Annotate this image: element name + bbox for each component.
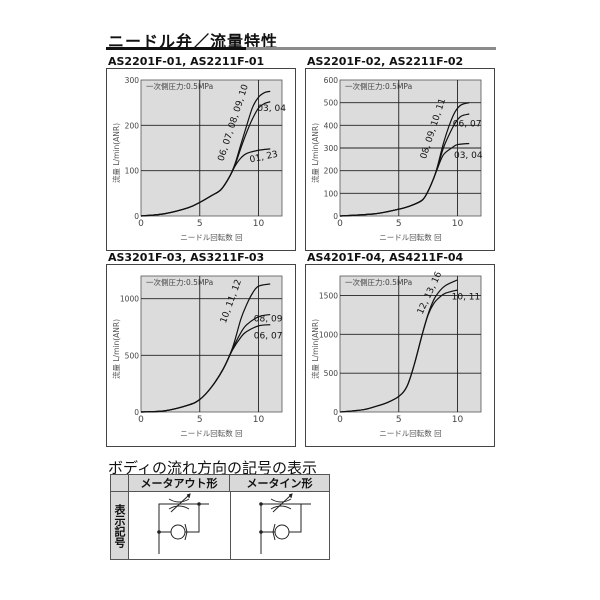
chart-title: AS3201F-03, AS3211F-03 xyxy=(108,251,265,264)
series-label: 06, 07 xyxy=(254,331,283,341)
series-line xyxy=(140,283,271,413)
pressure-annotation: 一次側圧力:0.5MPa xyxy=(146,277,213,287)
series-label: 08, 09 xyxy=(254,314,283,324)
y-tick-label: 400 xyxy=(324,121,339,130)
column-header-meter-in: メータイン形 xyxy=(230,475,329,492)
series-label: 06, 07 xyxy=(453,119,482,129)
y-tick-label: 200 xyxy=(125,121,140,130)
y-tick-label: 0 xyxy=(333,408,338,417)
row-label: 表示記号 xyxy=(111,492,129,559)
column-header-meter-out: メータアウト形 xyxy=(129,475,230,492)
chart-as2201f-02: 0 5 10 0 100 200 300 400 500 600 ニードル回転数 回流量 L/min… xyxy=(305,68,495,258)
chart-as2201f-01: 0 5 10 0 100 200 300 ニードル回転数 回流量 L/min(ANR) 一次側圧… xyxy=(106,68,296,258)
y-tick-label: 200 xyxy=(324,167,339,176)
x-tick-label: 10 xyxy=(253,415,265,425)
x-tick-label: 10 xyxy=(452,415,464,425)
chart-title: AS2201F-02, AS2211F-02 xyxy=(307,55,464,68)
x-tick-label: 0 xyxy=(337,219,343,229)
table-corner xyxy=(111,475,129,492)
series-label: 03, 04 xyxy=(454,151,483,161)
y-tick-label: 500 xyxy=(324,99,339,108)
series-line xyxy=(140,90,271,217)
y-tick-label: 500 xyxy=(324,369,339,378)
pressure-annotation: 一次側圧力:0.5MPa xyxy=(146,81,213,91)
series-label: 03, 04 xyxy=(257,104,286,114)
x-tick-label: 10 xyxy=(452,219,464,229)
y-axis-label: 流量 L/min(ANR) xyxy=(111,319,121,379)
symbol-section-title: ボディの流れ方向の記号の表示 xyxy=(108,459,317,477)
x-axis-label: ニードル回転数 回 xyxy=(180,232,242,242)
pressure-annotation: 一次側圧力:0.5MPa xyxy=(345,277,412,287)
pressure-annotation: 一次側圧力:0.5MPa xyxy=(345,81,412,91)
y-tick-label: 1500 xyxy=(319,291,338,300)
x-tick-label: 5 xyxy=(197,415,203,425)
series-label: 10, 11 xyxy=(452,292,481,302)
y-tick-label: 500 xyxy=(125,351,140,360)
chart-svg: 0 5 10 0 500 1000 ニードル回転数 回 流量 L/min(ANR) 一次側圧力:… xyxy=(106,264,296,447)
x-tick-label: 5 xyxy=(197,219,203,229)
chart-title: AS4201F-04, AS4211F-04 xyxy=(307,251,464,264)
y-tick-label: 300 xyxy=(125,76,140,85)
meter-in-symbol-icon xyxy=(259,493,311,554)
x-tick-label: 10 xyxy=(253,219,265,229)
y-tick-label: 100 xyxy=(125,167,140,176)
column-divider xyxy=(230,492,231,559)
chart-as4201f-04: 0 5 10 0 500 1000 1500 ニードル回転数 回 流量 L/min(ANR) 一次… xyxy=(305,264,495,454)
y-tick-label: 1000 xyxy=(120,295,139,304)
x-tick-label: 0 xyxy=(337,415,343,425)
x-axis-label: ニードル回転数 回 xyxy=(180,428,242,438)
chart-svg: 0 5 10 0 500 1000 1500 ニードル回転数 回 流量 L/min(ANR) 一次… xyxy=(305,264,495,447)
x-tick-label: 0 xyxy=(138,219,144,229)
series-line xyxy=(339,102,470,217)
plot-area xyxy=(140,275,283,413)
x-axis-label: ニードル回転数 回 xyxy=(379,232,441,242)
y-tick-label: 600 xyxy=(324,76,339,85)
series-line xyxy=(339,279,458,413)
heading-rule-gray xyxy=(246,47,496,50)
y-tick-label: 0 xyxy=(333,212,338,221)
y-tick-label: 0 xyxy=(134,212,139,221)
y-axis-label: 流量 L/min(ANR) xyxy=(310,123,320,183)
y-axis-label: 流量 L/min(ANR) xyxy=(111,123,121,183)
chart-title: AS2201F-01, AS2211F-01 xyxy=(108,55,265,68)
y-tick-label: 300 xyxy=(324,144,339,153)
symbol-table: メータアウト形 メータイン形 表示記号 xyxy=(110,474,330,560)
x-tick-label: 0 xyxy=(138,415,144,425)
heading-rule xyxy=(106,47,246,50)
chart-as3201f-03: 0 5 10 0 500 1000 ニードル回転数 回 流量 L/min(ANR) 一次側圧力:… xyxy=(106,264,296,454)
x-tick-label: 5 xyxy=(396,415,402,425)
y-tick-label: 1000 xyxy=(319,330,338,339)
y-axis-label: 流量 L/min(ANR) xyxy=(310,319,320,379)
page-heading: ニードル弁／流量特性 xyxy=(108,32,279,51)
meter-out-symbol-icon xyxy=(157,493,209,554)
x-axis-label: ニードル回転数 回 xyxy=(379,428,441,438)
y-tick-label: 100 xyxy=(324,189,339,198)
x-tick-label: 5 xyxy=(396,219,402,229)
y-tick-label: 0 xyxy=(134,408,139,417)
